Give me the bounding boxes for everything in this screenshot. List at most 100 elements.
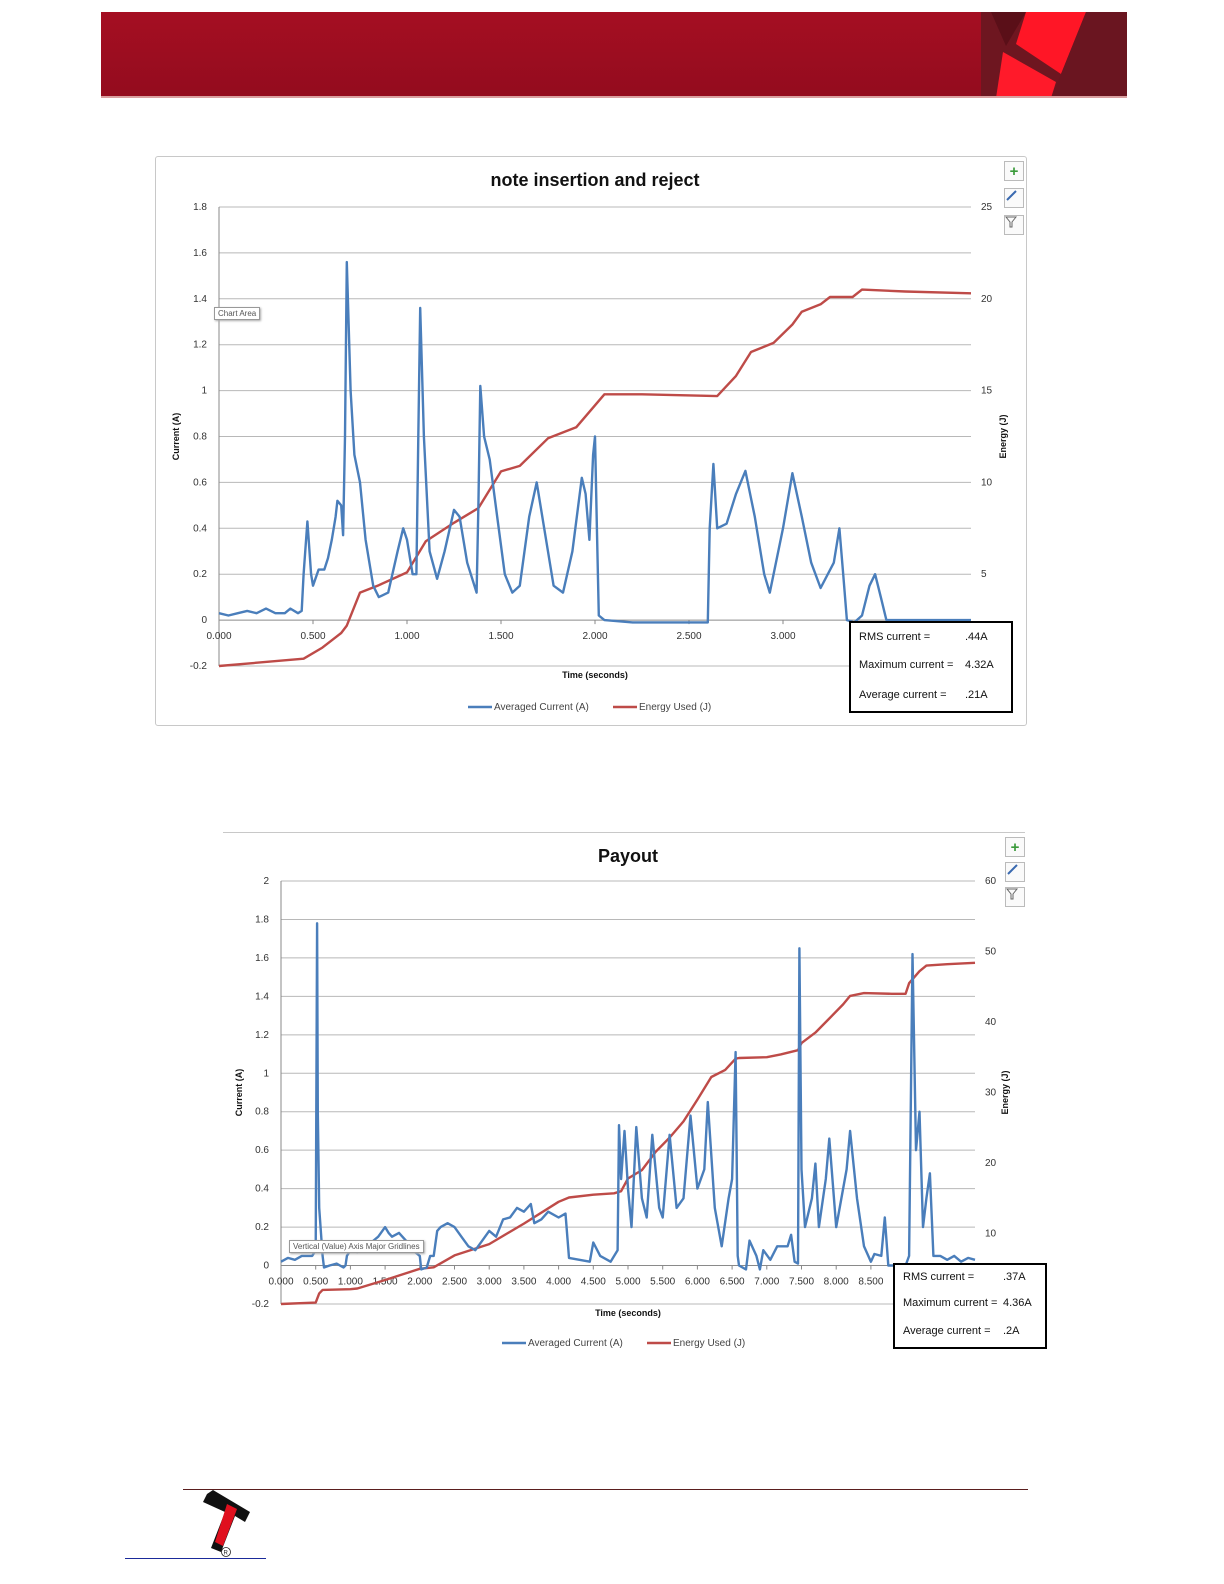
- y-tick-label: -0.2: [190, 661, 208, 672]
- chart-filters-button[interactable]: [1005, 887, 1025, 907]
- y-tick-label: 1: [263, 1068, 269, 1079]
- y2-tick-label: 60: [985, 876, 997, 887]
- stat-rms-label: RMS current =: [903, 1271, 975, 1283]
- stat-rms-label: RMS current =: [859, 631, 931, 643]
- x-tick-label: 5.500: [650, 1277, 675, 1288]
- header-banner: [101, 12, 1127, 98]
- stat-rms-value: .44A: [965, 631, 988, 643]
- series-line-current: [218, 260, 971, 624]
- y2-tick-label: 40: [985, 1017, 997, 1028]
- stat-avg-value: .2A: [1003, 1325, 1020, 1337]
- chart-styles-button[interactable]: [1005, 862, 1025, 882]
- y-axis-title: Current (A): [171, 413, 181, 461]
- x-axis-title: Time (seconds): [595, 1308, 661, 1318]
- footer-divider: [183, 1489, 1028, 1490]
- stat-max-label: Maximum current =: [859, 659, 954, 671]
- x-tick-label: 7.000: [754, 1277, 779, 1288]
- y-tick-label: 0.2: [193, 569, 207, 580]
- chart-styles-button[interactable]: [1004, 188, 1024, 208]
- y-tick-label: -0.2: [252, 1299, 270, 1310]
- y2-tick-label: 25: [981, 202, 993, 213]
- x-tick-label: 3.000: [477, 1277, 502, 1288]
- x-tick-label: 1.500: [373, 1277, 398, 1288]
- stat-avg-label: Average current =: [859, 689, 947, 701]
- chart-filters-button[interactable]: [1004, 215, 1024, 235]
- x-tick-label: 6.500: [720, 1277, 745, 1288]
- x-tick-label: 8.500: [858, 1277, 883, 1288]
- x-tick-label: 7.500: [789, 1277, 814, 1288]
- x-tick-label: 2.500: [676, 631, 701, 642]
- chart-payout[interactable]: Payout 2 1.8 1.6 1.4 1.2 1 0.8 0.6 0.4 0.2 0 -0.2 60 5…: [223, 832, 1047, 1358]
- legend-label: Averaged Current (A): [494, 702, 589, 713]
- y-tick-label: 1.6: [193, 248, 207, 259]
- footer-link-underline: [125, 1558, 266, 1559]
- legend-label: Averaged Current (A): [528, 1338, 623, 1349]
- y-tick-label: 0: [263, 1261, 269, 1272]
- y2-axis-title: Energy (J): [1000, 1070, 1010, 1114]
- x-tick-label: 6.000: [685, 1277, 710, 1288]
- stats-box: RMS current = .44A Maximum current = 4.32A…: [849, 621, 1013, 713]
- brush-icon: [1006, 190, 1017, 201]
- y-tick-label: 0: [201, 615, 207, 626]
- chart-canvas: Payout 2 1.8 1.6 1.4 1.2 1 0.8 0.6 0.4 0.2 0 -0.2 60 5…: [234, 846, 1010, 1349]
- stat-rms-value: .37A: [1003, 1271, 1026, 1283]
- y2-axis-title: Energy (J): [998, 414, 1008, 458]
- x-tick-label: 5.000: [615, 1277, 640, 1288]
- stat-max-label: Maximum current =: [903, 1297, 998, 1309]
- y-tick-label: 2: [263, 876, 269, 887]
- y-tick-label: 1: [201, 386, 207, 397]
- chart-title: Payout: [598, 846, 658, 866]
- y-axis-title: Current (A): [234, 1069, 244, 1117]
- y-tick-label: 0.4: [255, 1184, 269, 1195]
- x-tick-label: 0.500: [303, 1277, 328, 1288]
- plus-icon: +: [1009, 162, 1019, 180]
- chart-area-tooltip: Chart Area: [214, 307, 261, 320]
- y-tick-label: 0.2: [255, 1222, 269, 1233]
- y2-tick-label: 50: [985, 947, 997, 958]
- company-logo: R: [203, 1490, 250, 1557]
- y-tick-label: 1.8: [255, 914, 269, 925]
- chart-canvas: note insertion and reject1.81.61.41.210.…: [171, 170, 1008, 713]
- x-tick-label: 3.000: [770, 631, 795, 642]
- series-line-energy: [218, 288, 972, 668]
- legend-label: Energy Used (J): [673, 1338, 745, 1349]
- y-tick-label: 1.4: [255, 991, 269, 1002]
- y-tick-label: 0.8: [255, 1107, 269, 1118]
- x-tick-label: 0.500: [300, 631, 325, 642]
- y-tick-label: 0.4: [193, 523, 207, 534]
- gridlines-tooltip: Vertical (Value) Axis Major Gridlines: [289, 1240, 424, 1253]
- y2-tick-label: 15: [981, 386, 993, 397]
- chart-elements-button[interactable]: +: [1005, 837, 1025, 857]
- series-line-current: [280, 922, 976, 1271]
- y-tick-label: 1.4: [193, 294, 207, 305]
- x-tick-label: 4.000: [546, 1277, 571, 1288]
- y-tick-label: 1.6: [255, 953, 269, 964]
- stat-avg-label: Average current =: [903, 1325, 991, 1337]
- x-tick-label: 0.000: [268, 1277, 293, 1288]
- x-tick-label: 3.500: [511, 1277, 536, 1288]
- plus-icon: +: [1010, 838, 1020, 856]
- stat-avg-value: .21A: [965, 689, 988, 701]
- x-tick-label: 2.000: [582, 631, 607, 642]
- x-tick-label: 8.000: [824, 1277, 849, 1288]
- chart-title: note insertion and reject: [490, 170, 699, 190]
- y-tick-label: 0.6: [255, 1145, 269, 1156]
- x-tick-label: 1.000: [394, 631, 419, 642]
- y2-tick-label: 10: [981, 477, 993, 488]
- x-tick-label: 4.500: [581, 1277, 606, 1288]
- series-line-energy: [280, 961, 976, 1306]
- y-tick-label: 0.8: [193, 432, 207, 443]
- stat-max-value: 4.32A: [965, 659, 994, 671]
- x-tick-label: 0.000: [206, 631, 231, 642]
- filter-icon: [1005, 888, 1019, 900]
- chart-elements-button[interactable]: +: [1004, 161, 1024, 181]
- chart-note-insertion-reject[interactable]: note insertion and reject 1.8 1.6 1.4 1.2 1 0.…: [155, 156, 1027, 726]
- x-tick-label: 2.500: [442, 1277, 467, 1288]
- legend-label: Energy Used (J): [639, 702, 711, 713]
- x-tick-label: 2.000: [407, 1277, 432, 1288]
- y2-tick-label: 10: [985, 1229, 997, 1240]
- x-axis-title: Time (seconds): [562, 670, 628, 680]
- filter-icon: [1004, 216, 1018, 228]
- x-tick-label: 1.500: [488, 631, 513, 642]
- y2-tick-label: 30: [985, 1088, 997, 1099]
